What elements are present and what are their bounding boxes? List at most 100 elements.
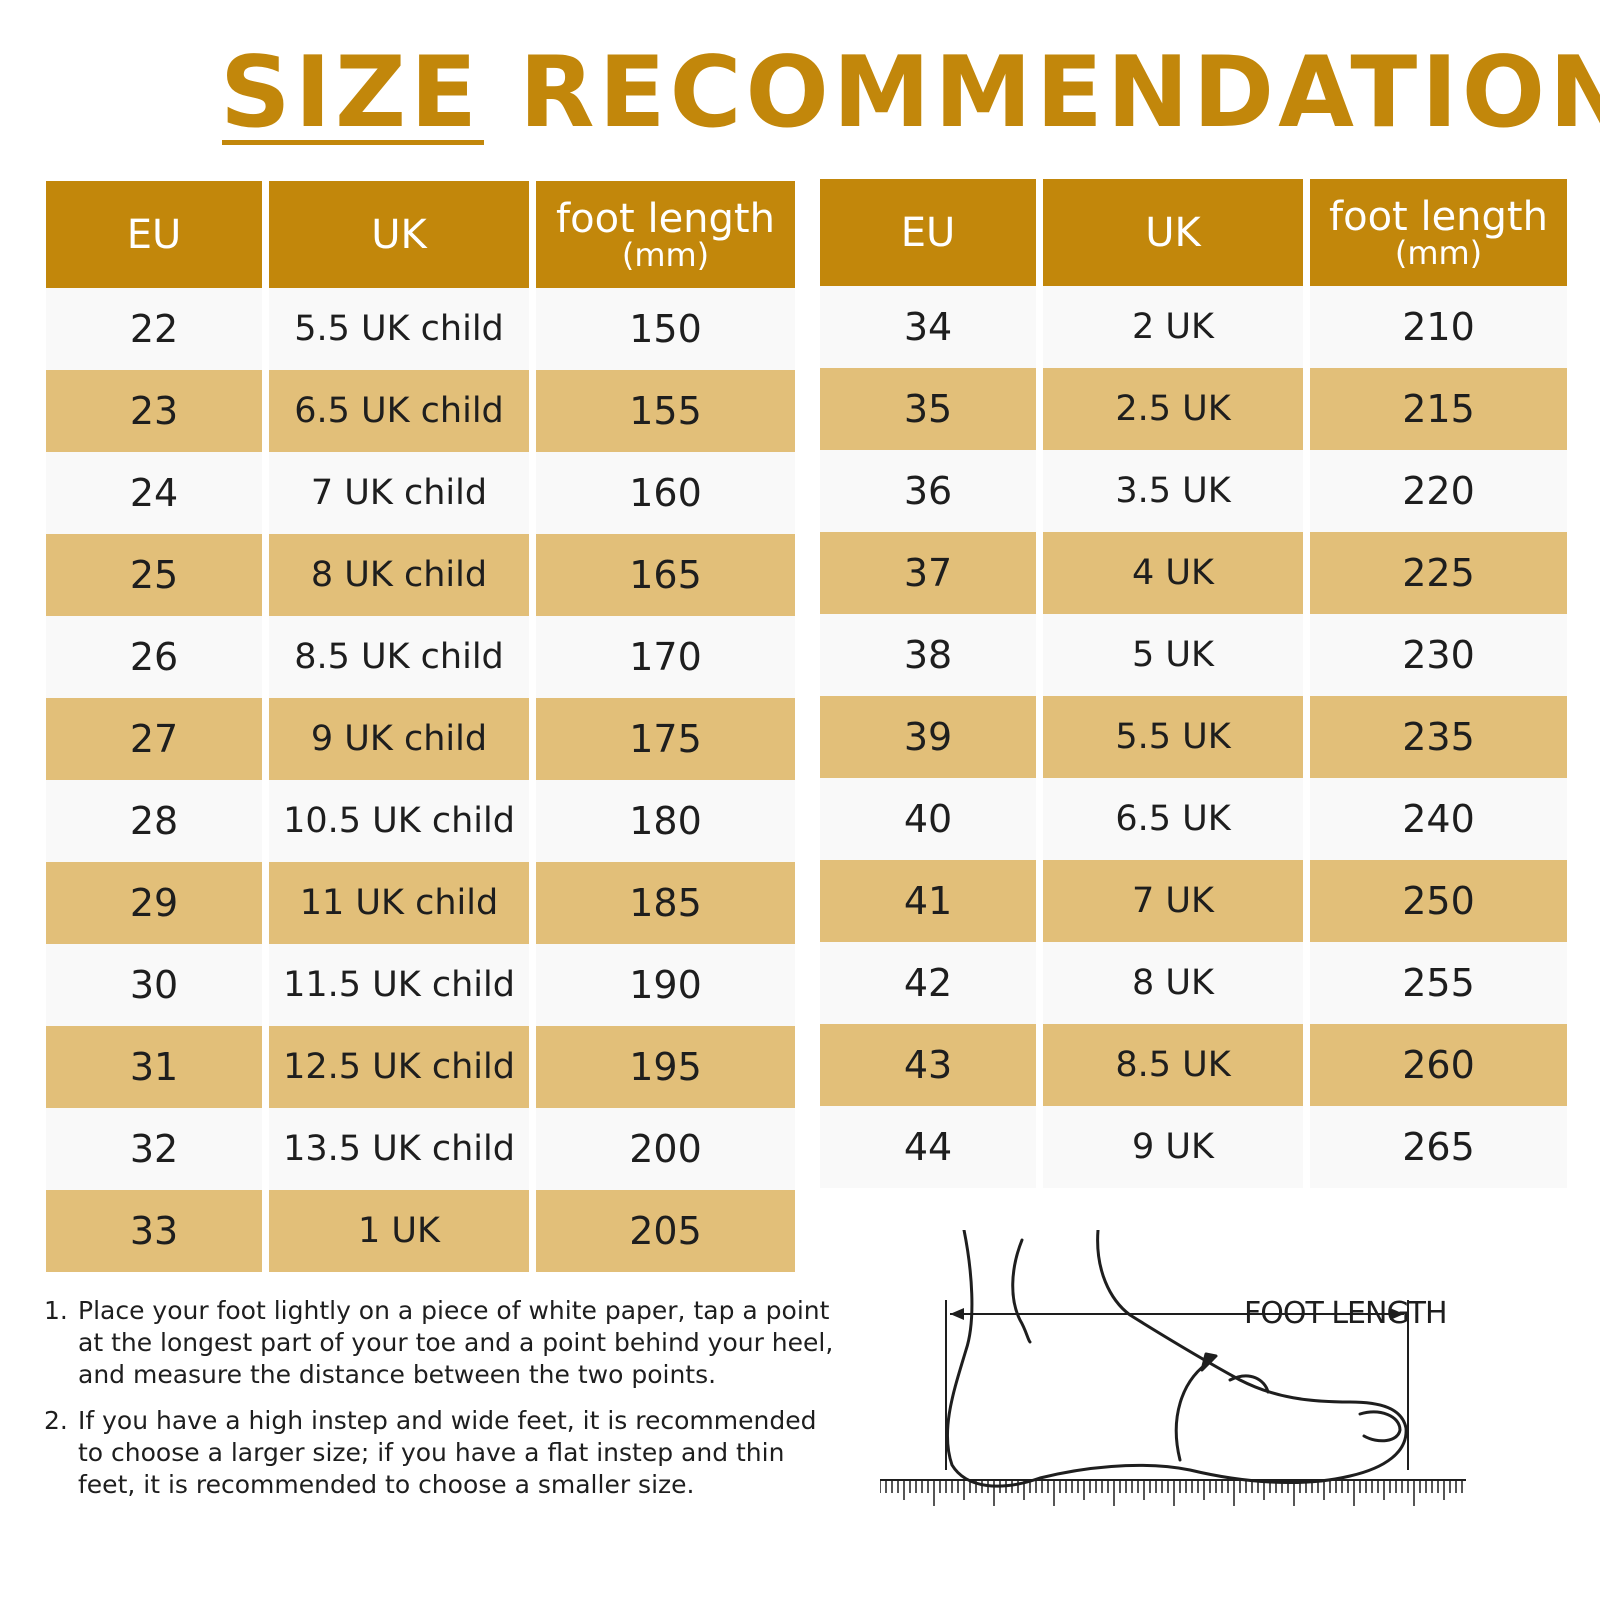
table-row: 37 4 UK 225 [820, 532, 1567, 614]
table-header-row: EU UK foot length (mm) [820, 179, 1567, 286]
cell-eu: 22 [46, 288, 262, 370]
cell-eu: 37 [820, 532, 1036, 614]
cell-eu: 27 [46, 698, 262, 780]
cell-foot-length: 185 [536, 862, 795, 944]
cell-uk: 9 UK child [269, 698, 529, 780]
size-table-left: EU UK foot length (mm) 22 5.5 UK child 150… [39, 181, 802, 1272]
cell-foot-length: 240 [1310, 778, 1567, 860]
cell-uk: 8 UK child [269, 534, 529, 616]
table-row: 29 11 UK child 185 [46, 862, 795, 944]
cell-foot-length: 175 [536, 698, 795, 780]
table-row: 32 13.5 UK child 200 [46, 1108, 795, 1190]
note-item: 1. Place your foot lightly on a piece of… [44, 1295, 844, 1391]
header-foot-length-unit: (mm) [1394, 233, 1483, 272]
cell-uk: 7 UK [1043, 860, 1303, 942]
foot-length-label: FOOT LENGTH [1244, 1296, 1448, 1331]
cell-eu: 24 [46, 452, 262, 534]
ruler-graphic [880, 1479, 1466, 1506]
cell-uk: 10.5 UK child [269, 780, 529, 862]
cell-uk: 8.5 UK [1043, 1024, 1303, 1106]
header-foot-length: foot length (mm) [536, 181, 795, 288]
table-row: 25 8 UK child 165 [46, 534, 795, 616]
measurement-notes: 1. Place your foot lightly on a piece of… [44, 1295, 844, 1515]
cell-eu: 38 [820, 614, 1036, 696]
note-text: Place your foot lightly on a piece of wh… [78, 1296, 834, 1389]
header-foot-length-label: foot length [556, 195, 775, 242]
cell-eu: 39 [820, 696, 1036, 778]
cell-eu: 32 [46, 1108, 262, 1190]
cell-uk: 7 UK child [269, 452, 529, 534]
table-row: 43 8.5 UK 260 [820, 1024, 1567, 1106]
cell-foot-length: 155 [536, 370, 795, 452]
cell-uk: 5.5 UK child [269, 288, 529, 370]
cell-eu: 23 [46, 370, 262, 452]
cell-eu: 25 [46, 534, 262, 616]
cell-eu: 33 [46, 1190, 262, 1272]
cell-foot-length: 230 [1310, 614, 1567, 696]
cell-uk: 5.5 UK [1043, 696, 1303, 778]
cell-uk: 9 UK [1043, 1106, 1303, 1188]
table-row: 35 2.5 UK 215 [820, 368, 1567, 450]
table-row: 26 8.5 UK child 170 [46, 616, 795, 698]
cell-uk: 5 UK [1043, 614, 1303, 696]
cell-eu: 34 [820, 286, 1036, 368]
cell-foot-length: 200 [536, 1108, 795, 1190]
cell-eu: 28 [46, 780, 262, 862]
cell-foot-length: 220 [1310, 450, 1567, 532]
page-title: SIZE RECOMMENDATION [220, 36, 1600, 150]
cell-eu: 36 [820, 450, 1036, 532]
cell-foot-length: 210 [1310, 286, 1567, 368]
cell-eu: 44 [820, 1106, 1036, 1188]
cell-uk: 6.5 UK child [269, 370, 529, 452]
table-row: 41 7 UK 250 [820, 860, 1567, 942]
table-row: 30 11.5 UK child 190 [46, 944, 795, 1026]
cell-uk: 8 UK [1043, 942, 1303, 1024]
cell-foot-length: 180 [536, 780, 795, 862]
cell-eu: 30 [46, 944, 262, 1026]
cell-eu: 29 [46, 862, 262, 944]
table-row: 38 5 UK 230 [820, 614, 1567, 696]
cell-uk: 4 UK [1043, 532, 1303, 614]
cell-uk: 12.5 UK child [269, 1026, 529, 1108]
cell-eu: 35 [820, 368, 1036, 450]
header-foot-length-unit: (mm) [621, 235, 710, 274]
note-number: 2. [44, 1406, 68, 1435]
table-row: 44 9 UK 265 [820, 1106, 1567, 1188]
cell-uk: 1 UK [269, 1190, 529, 1272]
cell-uk: 8.5 UK child [269, 616, 529, 698]
cell-eu: 42 [820, 942, 1036, 1024]
cell-foot-length: 215 [1310, 368, 1567, 450]
table-row: 36 3.5 UK 220 [820, 450, 1567, 532]
cell-foot-length: 165 [536, 534, 795, 616]
table-row: 23 6.5 UK child 155 [46, 370, 795, 452]
table-row: 24 7 UK child 160 [46, 452, 795, 534]
cell-foot-length: 150 [536, 288, 795, 370]
header-uk: UK [269, 181, 529, 288]
header-foot-length: foot length (mm) [1310, 179, 1567, 286]
size-table-left-body: 22 5.5 UK child 150 23 6.5 UK child 155 24 7 UK… [46, 288, 795, 1272]
table-row: 40 6.5 UK 240 [820, 778, 1567, 860]
cell-foot-length: 160 [536, 452, 795, 534]
title-underline [222, 140, 484, 145]
cell-foot-length: 235 [1310, 696, 1567, 778]
size-table-right-body: 34 2 UK 210 35 2.5 UK 215 36 3.5 UK 220 37 4 UK 225… [820, 286, 1567, 1188]
cell-eu: 26 [46, 616, 262, 698]
table-row: 22 5.5 UK child 150 [46, 288, 795, 370]
table-row: 39 5.5 UK 235 [820, 696, 1567, 778]
table-row: 33 1 UK 205 [46, 1190, 795, 1272]
table-row: 31 12.5 UK child 195 [46, 1026, 795, 1108]
header-eu: EU [820, 179, 1036, 286]
cell-foot-length: 265 [1310, 1106, 1567, 1188]
header-eu: EU [46, 181, 262, 288]
table-row: 27 9 UK child 175 [46, 698, 795, 780]
cell-foot-length: 255 [1310, 942, 1567, 1024]
cell-uk: 2.5 UK [1043, 368, 1303, 450]
note-number: 1. [44, 1296, 68, 1325]
cell-uk: 11 UK child [269, 862, 529, 944]
note-text: If you have a high instep and wide feet,… [78, 1406, 817, 1499]
cell-foot-length: 170 [536, 616, 795, 698]
cell-foot-length: 260 [1310, 1024, 1567, 1106]
cell-foot-length: 225 [1310, 532, 1567, 614]
header-uk: UK [1043, 179, 1303, 286]
cell-foot-length: 190 [536, 944, 795, 1026]
